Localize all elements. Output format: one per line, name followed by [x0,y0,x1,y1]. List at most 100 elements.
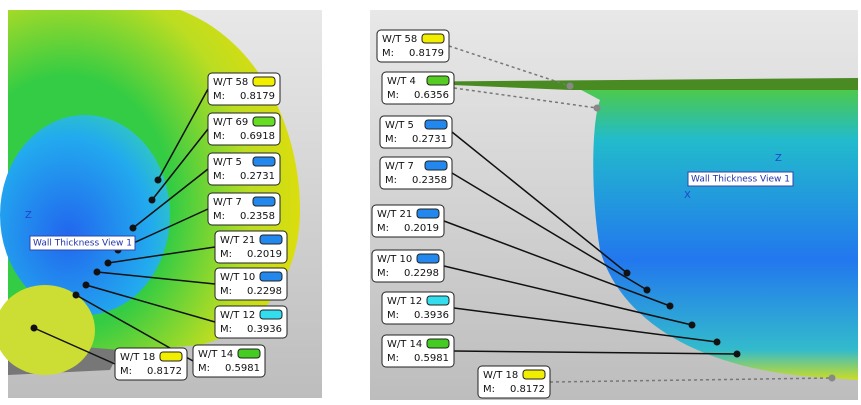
callout-name: W/T 5 [385,120,414,131]
thickness-value: 0.6356 [414,90,449,101]
m-label: M: [382,48,394,59]
m-label: M: [120,366,132,377]
callout: W/T 58 M: 0.8179 [208,73,280,105]
callout: W/T 58 M: 0.8179 [377,30,449,62]
color-swatch [427,296,449,305]
thickness-value: 0.5981 [414,353,449,364]
callout-name: W/T 4 [387,76,416,87]
color-swatch [417,209,439,218]
color-swatch [253,197,275,206]
color-swatch [425,161,447,170]
thickness-value: 0.8179 [409,48,444,59]
m-label: M: [377,268,389,279]
color-swatch [523,370,545,379]
callout: W/T 12M:0.3936 [382,292,454,324]
measure-point [689,322,696,329]
axis-label: X [684,190,691,201]
measure-point [73,292,80,299]
callout-name: W/T 10 [377,254,412,265]
callout-name: W/T 7 [213,197,242,208]
callout: W/T 12M:0.3936 [215,306,287,338]
thickness-value: 0.8172 [510,384,545,395]
color-swatch [253,117,275,126]
thickness-value: 0.2731 [240,171,275,182]
m-label: M: [387,353,399,364]
measure-point [130,225,137,232]
callout-name: W/T 58 [213,77,248,88]
thickness-value: 0.6918 [240,131,275,142]
measure-point [105,260,112,267]
callout: W/T 10 M: 0.2298 [372,250,444,282]
m-label: M: [220,286,232,297]
measure-point [83,282,90,289]
callout-name: W/T 14 [198,349,233,360]
color-swatch [427,76,449,85]
callout-name: W/T 7 [385,161,414,172]
callout-name: W/T 5 [213,157,242,168]
measure-point [644,287,651,294]
thickness-value: 0.2019 [404,223,439,234]
axis-label: Z [25,210,32,221]
m-label: M: [483,384,495,395]
measure-point [714,339,721,346]
measure-point [829,375,836,382]
callout: W/T 18 M: 0.8172 [115,348,187,380]
thickness-value: 0.2358 [412,175,447,186]
callout-name: W/T 14 [387,339,422,350]
color-swatch [260,310,282,319]
m-label: M: [385,175,397,186]
measure-point [149,197,156,204]
callout: W/T 7 M: 0.2358 [380,157,452,189]
m-label: M: [198,363,210,374]
thickness-value: 0.8172 [147,366,182,377]
thickness-value: 0.2298 [247,286,282,297]
callout-name: W/T 69 [213,117,248,128]
callout-name: W/T 12 [387,296,422,307]
callout: W/T 21M:0.2019 [215,231,287,263]
callout: W/T 7 M: 0.2358 [208,193,280,225]
view-label: Wall Thickness View 1 [691,175,790,185]
callout-name: W/T 10 [220,272,255,283]
color-swatch [425,120,447,129]
color-swatch [160,352,182,361]
measure-point [624,270,631,277]
m-label: M: [385,134,397,145]
callout: W/T 14 M: 0.5981 [382,335,454,367]
thickness-value: 0.2298 [404,268,439,279]
m-label: M: [220,324,232,335]
thickness-value: 0.3936 [414,310,449,321]
thickness-value: 0.5981 [225,363,260,374]
screenshot: W/T 58 M: 0.8179 W/T 69 M: 0.6918 W/T 5 M: 0.273… [0,0,861,405]
measure-point [155,177,162,184]
measure-point [594,105,601,112]
m-label: M: [213,171,225,182]
callout: W/T 4M:0.6356 [382,72,454,104]
thickness-value: 0.8179 [240,91,275,102]
m-label: M: [377,223,389,234]
color-swatch [260,272,282,281]
callout-name: W/T 58 [382,34,417,45]
m-label: M: [213,91,225,102]
measure-point [567,83,574,90]
axis-label: Z [775,153,782,164]
callout: W/T 21M:0.2019 [372,205,444,237]
measure-point [734,351,741,358]
color-swatch [417,254,439,263]
callout-name: W/T 18 [120,352,155,363]
color-swatch [238,349,260,358]
thickness-value: 0.2358 [240,211,275,222]
color-swatch [427,339,449,348]
color-swatch [422,34,444,43]
color-swatch [253,157,275,166]
view-label: Wall Thickness View 1 [33,239,132,249]
measure-point [94,269,101,276]
measure-point [667,303,674,310]
callout-name: W/T 21 [220,235,255,246]
callout: W/T 18M:0.8172 [478,366,550,398]
thickness-value: 0.3936 [247,324,282,335]
measure-point [31,325,38,332]
callout: W/T 14 M: 0.5981 [193,345,265,377]
m-label: M: [213,211,225,222]
thickness-value: 0.2019 [247,249,282,260]
callout: W/T 10 M: 0.2298 [215,268,287,300]
